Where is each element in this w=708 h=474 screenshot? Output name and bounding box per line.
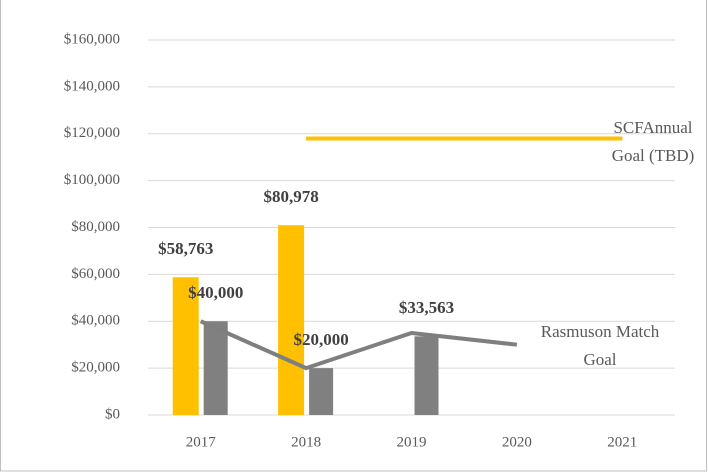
y-tick-label: $160,000 [64, 31, 120, 47]
bar [172, 277, 199, 415]
series-label: Rasmuson Match Goal [540, 322, 660, 369]
series-label: SCFAnnual Goal (TBD) [611, 118, 695, 165]
bar [203, 321, 228, 415]
data-label: $58,763 [158, 239, 213, 258]
x-tick-label: 2021 [607, 434, 637, 450]
data-label: $40,000 [188, 283, 243, 302]
bar [278, 225, 305, 415]
y-tick-label: $60,000 [71, 266, 120, 282]
y-tick-label: $140,000 [64, 78, 120, 94]
data-label: $33,563 [399, 298, 454, 317]
y-tick-label: $100,000 [64, 172, 120, 188]
x-tick-label: 2019 [397, 434, 427, 450]
data-label: $20,000 [293, 330, 348, 349]
y-tick-label: $120,000 [64, 125, 120, 141]
line [199, 319, 518, 371]
x-tick-label: 2018 [291, 434, 321, 450]
data-label: $80,978 [263, 187, 318, 206]
bar [309, 368, 334, 415]
y-tick-label: $40,000 [71, 313, 120, 329]
y-tick-label: $0 [105, 406, 120, 422]
x-tick-label: 2020 [502, 434, 532, 450]
x-tick-label: 2017 [186, 434, 217, 450]
bar [414, 336, 439, 415]
y-tick-label: $20,000 [71, 360, 120, 376]
y-tick-label: $80,000 [71, 219, 120, 235]
